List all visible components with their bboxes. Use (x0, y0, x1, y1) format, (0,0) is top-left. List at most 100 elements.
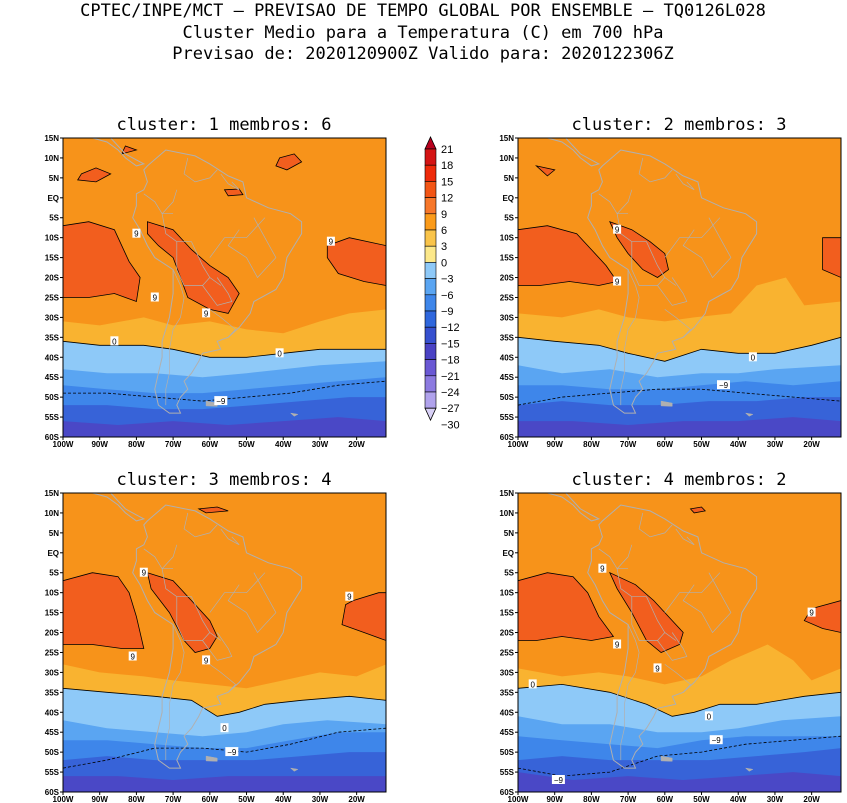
contour-label: 0 (112, 337, 117, 346)
country-border (598, 548, 629, 570)
contour-label-bg (202, 308, 211, 318)
contour-label: 9 (809, 609, 814, 618)
colorbar-level-label: −21 (441, 371, 460, 383)
lat-tick-label: 50S (45, 393, 60, 402)
lon-tick-label: 40W (730, 795, 747, 803)
country-border (638, 512, 673, 538)
country-border (209, 664, 237, 693)
lon-tick-label: 100W (508, 795, 529, 803)
colorbar-level-label: −24 (441, 387, 460, 399)
colorbar-swatch (424, 245, 437, 263)
lon-tick-label: 30W (312, 795, 329, 803)
contour-zero (63, 687, 386, 717)
lat-tick-label: 40S (45, 353, 60, 362)
colorbar-swatch (424, 148, 437, 166)
falkland-islands (205, 755, 218, 762)
colorbar-swatch (424, 229, 437, 247)
coastline-south-america (587, 149, 758, 414)
figure-dates: Previsao de: 2020120900Z Valido para: 20… (172, 44, 674, 64)
warm-region (275, 153, 303, 171)
lon-tick-label: 50W (693, 440, 710, 449)
colorbar-swatch (424, 294, 437, 312)
lon-tick-label: 80W (128, 795, 145, 803)
band-m12-m15 (63, 417, 386, 437)
colorbar-swatch (424, 262, 437, 279)
lon-tick-label: 90W (91, 795, 108, 803)
warm-region (822, 237, 841, 278)
panel-title: cluster: 3 membros: 4 (117, 470, 332, 490)
contour-label-bg (653, 663, 662, 673)
country-border (675, 528, 695, 546)
contour-label: 0 (277, 349, 282, 358)
contour-label: 0 (751, 353, 756, 362)
lat-tick-label: EQ (502, 194, 514, 203)
lat-tick-label: 20S (500, 629, 515, 638)
colorbar-swatch (424, 164, 437, 182)
lat-tick-label: 35S (500, 688, 515, 697)
contour-zero (518, 336, 841, 362)
colorbar-level-label: −30 (441, 419, 460, 431)
south-georgia (289, 767, 299, 772)
lat-tick-label: 35S (500, 333, 515, 342)
colorbar-top-arrow (424, 136, 437, 150)
lat-tick-label: 45S (500, 373, 515, 382)
lat-tick-label: 45S (500, 728, 515, 737)
contour-label: 9 (615, 641, 620, 650)
colorbar-level-label: 15 (441, 176, 453, 188)
lon-tick-label: 50W (238, 440, 255, 449)
colorbar-level-label: −9 (441, 306, 454, 318)
contour-minus9 (518, 735, 841, 777)
coastline-central-america (518, 138, 601, 167)
lon-tick-label: 40W (275, 795, 292, 803)
contour-label: 0 (707, 712, 712, 721)
band-m12-m15 (518, 772, 841, 792)
contour-label: 9 (615, 278, 620, 287)
contour-label-bg (150, 292, 159, 302)
warm-region (77, 167, 112, 183)
lon-tick-label: 50W (693, 795, 710, 803)
colorbar-swatch (424, 375, 437, 393)
contour-label-bg (110, 336, 119, 346)
lat-tick-label: EQ (47, 549, 59, 558)
colorbar-swatch (424, 278, 437, 296)
contour-label: −9 (554, 776, 564, 785)
contour-label-bg (220, 723, 229, 733)
lat-tick-label: 15S (500, 609, 515, 618)
lat-tick-label: 45S (45, 728, 60, 737)
country-border (682, 217, 732, 279)
lon-tick-label: 60W (202, 440, 219, 449)
colorbar-swatch (424, 359, 437, 377)
lat-tick-label: 5S (49, 569, 59, 578)
lat-tick-label: 25S (500, 648, 515, 657)
lon-tick-label: 90W (546, 795, 563, 803)
coastline-south-america (587, 504, 758, 769)
colorbar-swatch (424, 343, 437, 360)
lat-tick-label: 5S (49, 214, 59, 223)
lat-tick-label: 5S (504, 569, 514, 578)
lat-tick-label: 30S (500, 313, 515, 322)
country-border (202, 277, 233, 306)
warm-region (341, 592, 386, 641)
contour-label: −9 (216, 397, 226, 406)
colorbar-legend: 21 18 15 12 9 6 3 0 −3 −6 −9 −12 −15 −18 −21 −24 −27 −30 (424, 136, 460, 431)
warm-region (120, 145, 138, 155)
lat-tick-label: 50S (500, 748, 515, 757)
lon-tick-label: 70W (165, 795, 182, 803)
contour-label-bg (326, 236, 335, 246)
colorbar-swatch (424, 181, 437, 198)
warm-region (147, 221, 240, 314)
warm-region (197, 506, 229, 514)
temperature-field: 9 9 0 −9 (518, 138, 841, 437)
lat-tick-label: 10S (45, 589, 60, 598)
lat-tick-label: 10N (499, 154, 514, 163)
colorbar-level-label: 3 (441, 241, 447, 253)
country-border (664, 664, 692, 693)
lat-tick-label: 10S (500, 234, 515, 243)
lat-tick-label: 20S (45, 274, 60, 283)
contour-label: 9 (655, 664, 660, 673)
colorbar-level-label: −3 (441, 274, 454, 286)
map-frame (517, 137, 842, 438)
lat-tick-label: 20S (45, 629, 60, 638)
contour-label-bg (613, 639, 622, 649)
warm-region (518, 572, 615, 641)
